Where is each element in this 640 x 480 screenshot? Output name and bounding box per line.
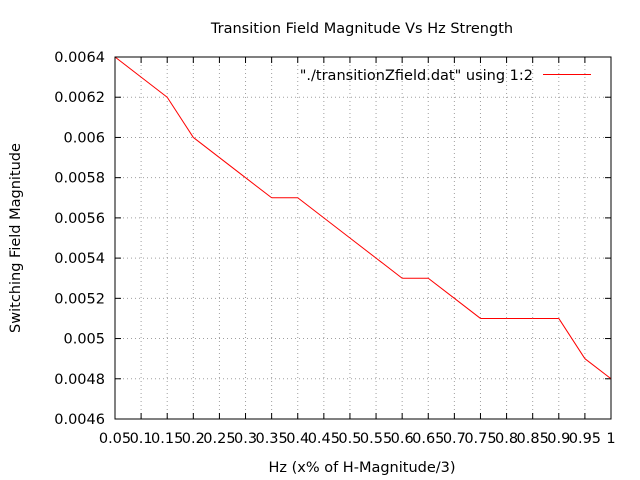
x-tick-label: 0.4 [286, 431, 309, 447]
series-segment [323, 217, 351, 239]
x-tick-label: 0.2 [182, 431, 205, 447]
plot-border [114, 56, 612, 420]
y-axis-label: Switching Field Magnitude [8, 143, 24, 333]
grid [114, 56, 612, 420]
y-tick-label: 0.0058 [54, 171, 105, 187]
x-tick-label: 0.6 [391, 431, 414, 447]
series-segment [297, 197, 325, 219]
legend: "./transitionZfield.dat" using 1:2 [300, 68, 591, 84]
y-tick-label: 0.0054 [54, 251, 105, 267]
y-tick-label: 0.006 [63, 130, 105, 146]
series-segment [349, 237, 377, 259]
y-tick-label: 0.0064 [54, 50, 105, 66]
series-segment [584, 358, 612, 380]
x-tick-label: 0.1 [130, 431, 153, 447]
series-segment [114, 56, 142, 78]
y-tick-label: 0.0052 [54, 291, 105, 307]
series-segment [219, 157, 246, 179]
x-tick-label: 0.35 [255, 431, 287, 447]
y-tick-label: 0.005 [63, 332, 105, 348]
x-tick-label: 0.85 [517, 431, 549, 447]
chart-title: Transition Field Magnitude Vs Hz Strengt… [210, 21, 513, 37]
x-tick-label: 0.7 [443, 431, 466, 447]
y-tick-label: 0.0062 [54, 90, 105, 106]
x-tick-label: 0.05 [99, 431, 131, 447]
y-tick-label: 0.0056 [54, 211, 105, 227]
x-tick-label: 0.5 [338, 431, 361, 447]
series-segment [375, 257, 403, 279]
series-segment [558, 318, 586, 359]
x-tick-label: 0.45 [308, 431, 340, 447]
series-segment [166, 96, 194, 138]
series-segment [245, 177, 272, 199]
x-tick-label: 0.95 [569, 431, 601, 447]
series-segment [454, 297, 481, 319]
x-axis-label: Hz (x% of H-Magnitude/3) [268, 460, 455, 476]
x-tick-label: 0.9 [547, 431, 570, 447]
ticks: 0.050.10.150.20.250.30.350.40.450.50.550… [54, 50, 615, 447]
x-tick-label: 0.8 [495, 431, 518, 447]
x-tick-label: 0.75 [464, 431, 496, 447]
series-line [114, 56, 612, 380]
series-segment [193, 137, 220, 158]
y-tick-label: 0.0048 [54, 372, 105, 388]
series-segment [427, 277, 455, 299]
x-tick-label: 0.65 [412, 431, 444, 447]
x-tick-label: 1 [606, 431, 615, 447]
legend-label: "./transitionZfield.dat" using 1:2 [300, 68, 533, 84]
x-tick-label: 0.3 [234, 431, 257, 447]
x-tick-label: 0.25 [203, 431, 235, 447]
series-segment [140, 76, 168, 98]
x-tick-label: 0.15 [151, 431, 183, 447]
y-tick-label: 0.0046 [54, 412, 105, 428]
series-layer [114, 56, 612, 380]
x-tick-label: 0.55 [360, 431, 392, 447]
